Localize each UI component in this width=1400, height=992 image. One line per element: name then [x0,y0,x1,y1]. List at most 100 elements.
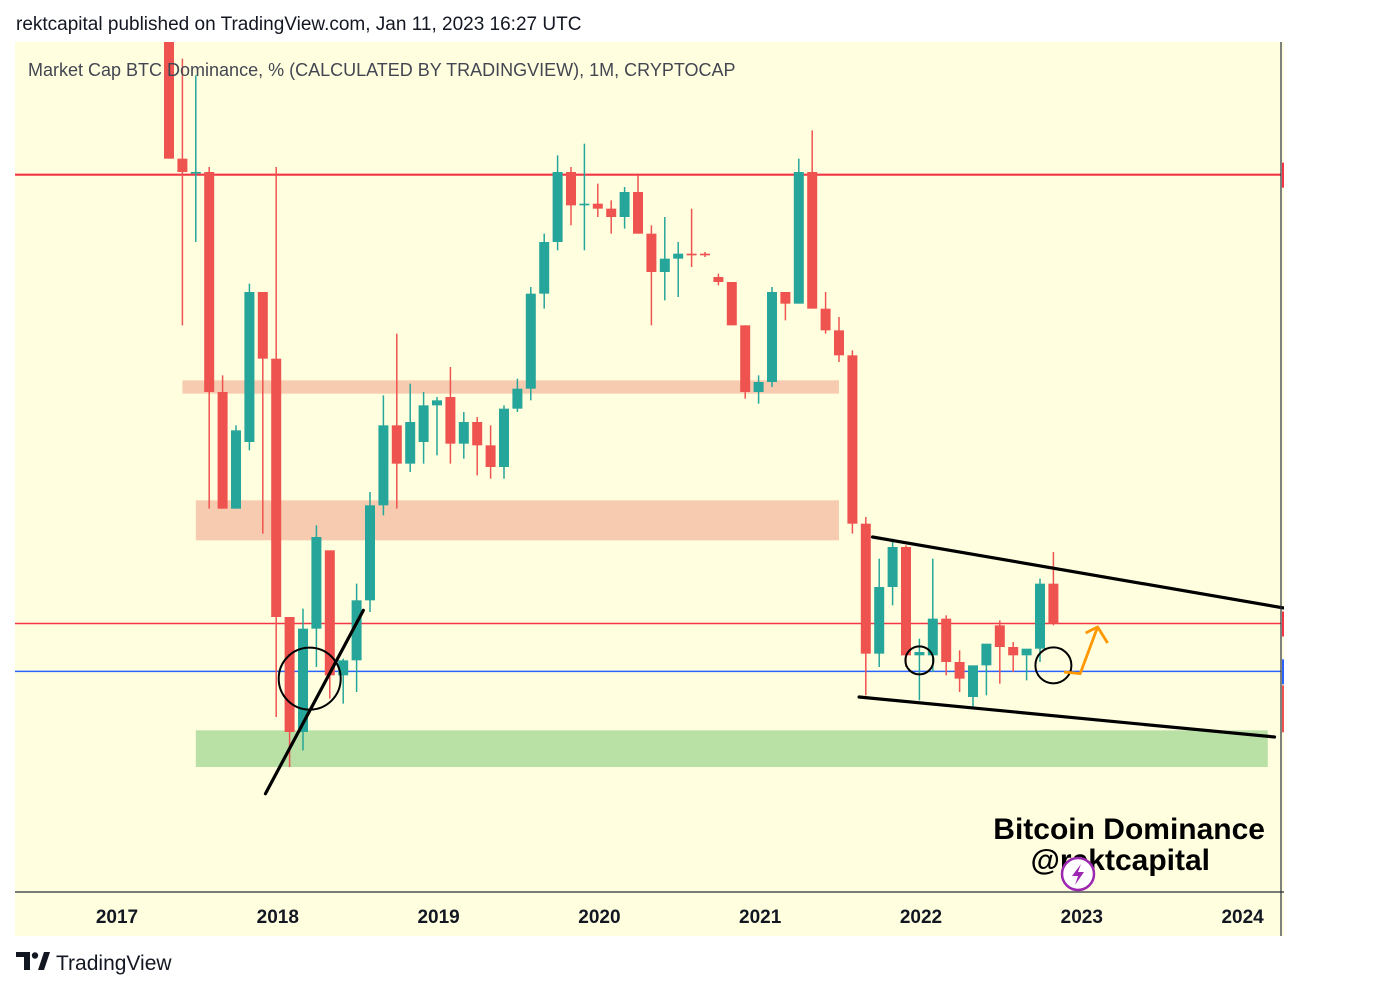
projection-arrow[interactable] [1063,626,1099,676]
candle-body [458,422,469,444]
candle [767,287,777,387]
circle-annotation-0[interactable] [277,646,342,711]
candle [1021,648,1032,681]
candle [807,130,818,309]
chart-area[interactable]: Market Cap BTC Dominance, % (CALCULATED … [15,42,1284,936]
candle [981,643,992,696]
candle-body [606,208,617,217]
candle-body [927,618,938,656]
candle-body [673,253,684,259]
candle [686,208,697,267]
watermark: Bitcoin Dominance @rektcapital [993,813,1265,877]
candle-body [793,172,804,304]
candle-body [217,392,228,509]
candle-body [338,660,349,676]
circle-annotation-1[interactable] [904,645,935,676]
x-tick-label: 2020 [578,907,620,928]
candle-body [499,408,509,467]
candle [458,412,469,459]
price-badge[interactable]: 41.18%20d 8h [1282,685,1284,733]
candle [941,615,952,676]
candle-body [686,253,697,256]
candle-body [485,445,496,467]
candle-body [552,172,563,242]
price-badge[interactable]: 44.11% [1282,611,1284,637]
candle [445,367,456,464]
chart-svg[interactable]: Market Cap BTC Dominance, % (CALCULATED … [15,42,1284,936]
candle [365,492,375,612]
candle-body [646,233,657,272]
candle [231,425,241,509]
trendline-0[interactable] [263,608,365,796]
candle-body [284,617,295,732]
candle-body [579,203,590,206]
candle [646,225,657,326]
candle-body [659,258,670,272]
candle-body [391,425,402,464]
x-tick-label: 2017 [96,907,138,928]
candle-body [807,172,818,309]
candle-body [726,282,737,326]
candle [351,583,362,692]
candle-body [271,358,282,617]
candle-body [257,292,268,359]
candle [472,417,483,476]
trendline-1[interactable] [870,535,1285,610]
candle-body [847,355,858,524]
candle-body [231,430,241,509]
candle-body [365,505,375,601]
candle-body [753,382,764,392]
price-badge-bg [1282,162,1284,188]
candle [190,75,201,242]
candle [713,273,724,286]
candle-body [874,587,885,654]
candle [391,333,402,509]
candle-body [994,625,1005,647]
candle [164,42,174,159]
candle [740,325,751,399]
candle [954,650,965,692]
candle [1035,578,1045,662]
candle-body [968,665,978,697]
price-badge[interactable]: 71.04% [1282,162,1284,188]
candle-body [954,662,965,679]
candle [592,183,603,217]
candle [887,538,898,606]
candle [338,658,349,704]
candle-body [432,400,442,406]
candle-body [512,388,523,409]
candle-body [780,292,791,304]
zone-0 [182,380,839,394]
x-tick-label: 2024 [1221,907,1264,928]
candle [1048,552,1059,626]
candle [793,158,804,304]
candle [271,167,282,717]
zone-2 [195,730,1268,767]
candle [860,517,871,696]
candle-body [190,172,201,174]
candle [834,317,844,362]
price-badge[interactable]: 41.24% [1282,659,1284,685]
candle [633,175,643,234]
candle-body [1048,583,1059,624]
trendline-2[interactable] [857,695,1277,739]
candle-body [713,277,724,282]
candle [700,252,710,257]
candle-body [887,547,898,587]
candle-body [445,397,456,444]
x-axis[interactable]: 2017 2018 2019 2020 2021 2022 2023 2024 [96,907,1264,928]
bolt-icon[interactable] [1060,856,1096,892]
candle [566,167,576,226]
candle [177,58,188,326]
circle-annotation-2[interactable] [1034,646,1073,685]
candle [847,350,858,534]
candle [968,665,978,709]
candle [418,392,429,464]
tradingview-brand[interactable]: TradingView [16,952,172,976]
candle-body [820,308,831,331]
candle [753,375,764,404]
candle [673,242,684,297]
candle [1008,642,1019,672]
candle [619,187,630,229]
candle-body [592,203,603,209]
